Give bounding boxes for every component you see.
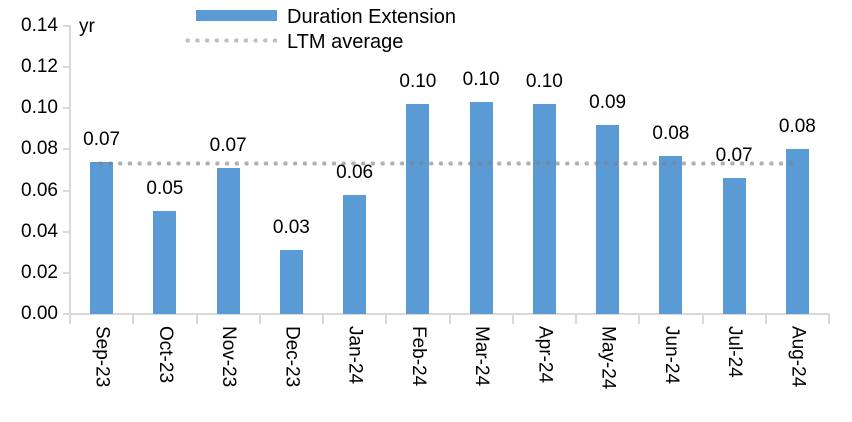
y-axis-tick-label: 0.12 <box>21 56 58 78</box>
bar-jul-24 <box>722 178 746 314</box>
x-axis-label-jun-24: Jun-24 <box>660 326 682 385</box>
y-axis-tick <box>63 271 70 274</box>
y-axis-tick <box>63 230 70 233</box>
data-label-feb-24: 0.10 <box>399 71 437 93</box>
y-axis-tick <box>63 189 70 192</box>
y-axis-tick-label: 0.00 <box>21 303 58 324</box>
x-axis-label-jan-24: Jan-24 <box>344 326 366 385</box>
bar-may-24 <box>596 124 620 314</box>
y-axis-tick-label: 0.06 <box>21 179 58 201</box>
x-axis-tick <box>322 314 324 324</box>
y-axis-tick <box>63 66 70 69</box>
data-label-oct-23: 0.05 <box>146 178 184 200</box>
x-axis-tick <box>828 314 830 324</box>
x-axis-tick <box>701 314 704 324</box>
y-axis-tick-label: 0.10 <box>21 97 58 119</box>
y-axis-tick <box>63 25 70 27</box>
bar-sep-23 <box>90 161 114 314</box>
legend-label-ltm-average: LTM average <box>287 31 404 53</box>
bar-jun-24 <box>659 155 683 314</box>
x-axis-label-aug-24: Aug-24 <box>787 326 809 388</box>
x-axis-tick <box>638 314 641 324</box>
x-axis-label-feb-24: Feb-24 <box>407 326 429 387</box>
x-axis-tick <box>195 314 198 324</box>
data-label-apr-24: 0.10 <box>525 71 563 93</box>
x-axis-label-jul-24: Jul-24 <box>724 326 746 378</box>
y-axis-line <box>69 25 71 315</box>
data-label-jan-24: 0.06 <box>336 161 374 183</box>
x-axis-label-dec-23: Dec-23 <box>281 326 303 388</box>
data-label-sep-23: 0.07 <box>83 128 121 150</box>
y-axis-tick <box>63 313 70 315</box>
data-label-nov-23: 0.07 <box>209 134 247 156</box>
x-axis-tick <box>764 314 767 324</box>
data-label-jun-24: 0.08 <box>652 122 690 144</box>
y-axis-tick-label: 0.04 <box>21 220 58 242</box>
bar-apr-24 <box>532 104 556 314</box>
x-axis-tick <box>69 314 71 324</box>
x-axis-label-sep-23: Sep-23 <box>91 326 113 388</box>
data-label-may-24: 0.09 <box>589 91 627 113</box>
data-label-jul-24: 0.07 <box>715 145 753 167</box>
x-axis-tick <box>448 314 451 324</box>
bar-nov-23 <box>216 167 240 314</box>
bar-oct-23 <box>153 211 177 314</box>
x-axis-tick <box>258 314 261 324</box>
bar-jan-24 <box>343 194 367 314</box>
ltm-average-line <box>96 160 796 168</box>
x-axis-tick <box>385 314 388 324</box>
bar-aug-24 <box>785 149 809 314</box>
x-axis-label-may-24: May-24 <box>597 326 619 390</box>
bar-dec-23 <box>279 250 303 314</box>
bar-feb-24 <box>406 104 430 314</box>
legend-bar-swatch <box>196 10 277 21</box>
y-axis-unit-label: yr <box>79 16 95 37</box>
y-axis-tick-label: 0.02 <box>21 261 58 283</box>
legend-dotted-line-swatch <box>183 37 277 44</box>
legend-label-duration-extension: Duration Extension <box>287 6 456 28</box>
x-axis-tick <box>575 314 577 324</box>
x-axis-label-apr-24: Apr-24 <box>534 326 556 384</box>
data-label-mar-24: 0.10 <box>462 69 500 91</box>
x-axis-label-nov-23: Nov-23 <box>218 326 240 388</box>
y-axis-tick-label: 0.08 <box>21 138 58 160</box>
y-axis-tick <box>63 107 70 110</box>
x-axis-label-oct-23: Oct-23 <box>154 326 176 384</box>
data-label-aug-24: 0.08 <box>778 116 816 138</box>
x-axis-tick <box>511 314 514 324</box>
y-axis-tick <box>63 148 70 151</box>
x-axis-tick <box>132 314 135 324</box>
data-label-dec-23: 0.03 <box>272 217 310 239</box>
bar-mar-24 <box>469 102 493 314</box>
y-axis-tick-label: 0.14 <box>21 15 58 36</box>
x-axis-label-mar-24: Mar-24 <box>471 326 493 387</box>
